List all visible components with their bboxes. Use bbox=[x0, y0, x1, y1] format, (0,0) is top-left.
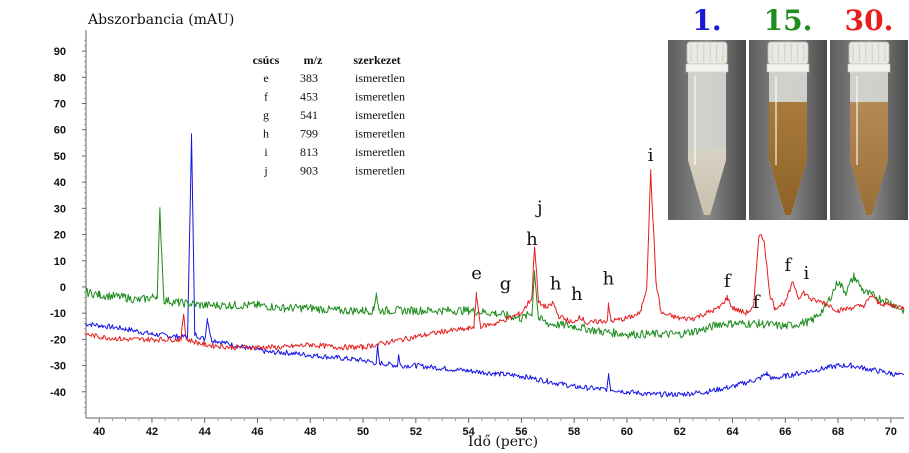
peak-label: f bbox=[785, 255, 793, 276]
x-tick-label: 56 bbox=[515, 426, 527, 438]
table-cell: f bbox=[264, 90, 268, 104]
peak-label: f bbox=[753, 292, 761, 313]
x-tick-label: 58 bbox=[568, 426, 580, 438]
x-tick-label: 44 bbox=[199, 426, 212, 438]
table-cell: ismeretlen bbox=[355, 145, 405, 159]
sample-label: 30. bbox=[845, 4, 894, 37]
table-header: szerkezet bbox=[353, 53, 400, 67]
peak-label: h bbox=[603, 268, 615, 289]
y-tick-label: 50 bbox=[54, 151, 66, 163]
tube-neck bbox=[766, 63, 810, 73]
table-cell: 799 bbox=[300, 127, 318, 141]
table-cell: 813 bbox=[300, 145, 318, 159]
table-cell: 541 bbox=[300, 108, 318, 122]
x-tick-label: 66 bbox=[779, 426, 791, 438]
x-axis-title: Idő (perc) bbox=[468, 434, 538, 450]
y-tick-label: -10 bbox=[50, 308, 66, 320]
table-cell: e bbox=[263, 71, 268, 85]
series-line-1 bbox=[85, 133, 905, 398]
y-tick-label: -40 bbox=[50, 387, 66, 399]
x-tick-label: 60 bbox=[621, 426, 633, 438]
peak-table: csúcs m/z szerkezet e 383 ismeretlen f 453 ismer… bbox=[253, 53, 405, 178]
tube-liquid bbox=[850, 102, 888, 215]
y-tick-label: 10 bbox=[54, 256, 66, 268]
y-axis-title: Abszorbancia (mAU) bbox=[87, 12, 234, 28]
x-tick-label: 40 bbox=[93, 426, 105, 438]
y-tick-label: 90 bbox=[54, 46, 66, 58]
x-tick-label: 48 bbox=[304, 426, 316, 438]
y-tick-label: -30 bbox=[50, 361, 66, 373]
sample-photo-15 bbox=[749, 40, 827, 220]
peak-label: g bbox=[500, 274, 512, 295]
x-tick-label: 62 bbox=[674, 426, 686, 438]
table-cell: 453 bbox=[300, 90, 318, 104]
peak-label: h bbox=[571, 284, 583, 305]
x-ticks: 40 42 44 46 48 50 52 54 56 58 60 62 64 66 68 70 bbox=[93, 418, 897, 438]
x-tick-label: 54 bbox=[462, 426, 475, 438]
x-tick-label: 68 bbox=[832, 426, 844, 438]
table-cell: 383 bbox=[300, 71, 318, 85]
peak-label: h bbox=[526, 229, 538, 250]
y-tick-label: 0 bbox=[60, 282, 66, 294]
tube-liquid bbox=[769, 102, 807, 215]
tube-neck bbox=[685, 63, 729, 73]
y-ticks: 90 80 70 60 50 40 30 20 10 0 -10 -20 -30 -40 bbox=[50, 40, 86, 414]
table-cell: ismeretlen bbox=[355, 164, 405, 178]
sample-photo-30 bbox=[830, 40, 908, 220]
peak-label: f bbox=[724, 271, 732, 292]
table-cell: ismeretlen bbox=[355, 90, 405, 104]
tube-liquid bbox=[688, 150, 726, 215]
peak-label: h bbox=[550, 274, 562, 295]
tube-cap bbox=[686, 41, 728, 65]
table-cell: h bbox=[263, 127, 269, 141]
table-cell: i bbox=[264, 145, 268, 159]
peak-label: e bbox=[471, 263, 482, 284]
sample-label: 1. bbox=[692, 4, 721, 37]
tube-cap bbox=[848, 41, 890, 65]
x-tick-label: 70 bbox=[885, 426, 897, 438]
x-tick-label: 42 bbox=[146, 426, 158, 438]
tube-cap bbox=[767, 41, 809, 65]
tube-neck bbox=[847, 63, 891, 73]
x-tick-label: 64 bbox=[726, 426, 739, 438]
y-tick-label: 60 bbox=[54, 125, 66, 137]
sample-photo-1 bbox=[668, 40, 746, 220]
sample-photos: 1. 15. 30. bbox=[668, 4, 908, 220]
table-cell: ismeretlen bbox=[355, 108, 405, 122]
table-cell: 903 bbox=[300, 164, 318, 178]
x-tick-label: 46 bbox=[251, 426, 263, 438]
peak-label: j bbox=[535, 198, 543, 219]
y-tick-label: 70 bbox=[54, 99, 66, 111]
table-cell: ismeretlen bbox=[355, 127, 405, 141]
table-cell: ismeretlen bbox=[355, 71, 405, 85]
table-header: csúcs bbox=[253, 53, 280, 67]
x-tick-label: 50 bbox=[357, 426, 369, 438]
y-tick-label: 20 bbox=[54, 230, 66, 242]
x-tick-label: 52 bbox=[410, 426, 422, 438]
table-cell: g bbox=[263, 108, 269, 122]
series-line-15 bbox=[85, 207, 905, 339]
y-tick-label: 30 bbox=[54, 203, 66, 215]
y-tick-label: -20 bbox=[50, 334, 66, 346]
peak-label: i bbox=[648, 145, 654, 166]
table-header: m/z bbox=[304, 53, 323, 67]
peak-label: i bbox=[803, 263, 809, 284]
sample-label: 15. bbox=[764, 4, 813, 37]
series-line-30 bbox=[85, 169, 905, 351]
series-group bbox=[85, 133, 905, 398]
table-cell: j bbox=[263, 164, 267, 178]
y-tick-label: 40 bbox=[54, 177, 66, 189]
y-tick-label: 80 bbox=[54, 72, 66, 84]
